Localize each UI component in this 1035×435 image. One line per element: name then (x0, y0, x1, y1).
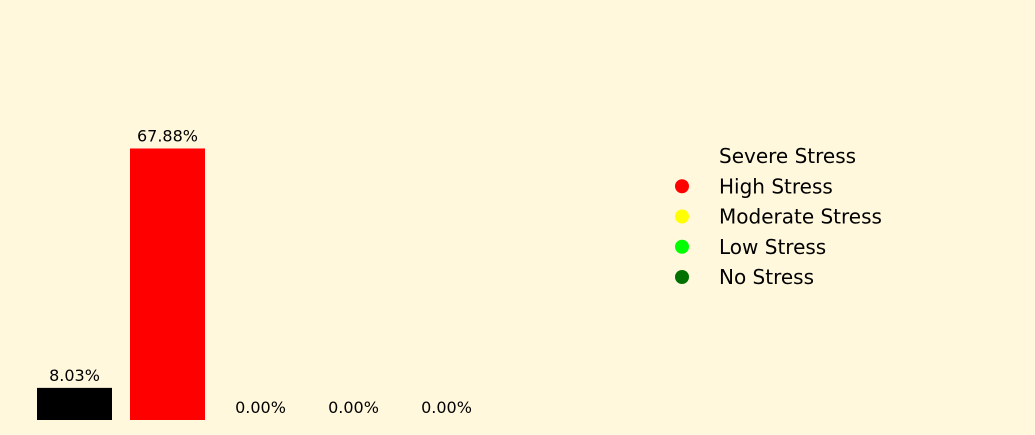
legend-marker-moderate-stress (675, 209, 689, 224)
data-labels-group: 8.03% 67.88% 0.00% 0.00% 0.00% (49, 126, 472, 417)
legend-item-no-stress: No Stress (675, 265, 814, 289)
data-label-low-stress: 0.00% (328, 398, 379, 417)
data-label-no-stress: 0.00% (421, 398, 472, 417)
data-label-moderate-stress: 0.00% (235, 398, 286, 417)
legend-marker-high-stress (675, 179, 689, 194)
bars-group (37, 148, 205, 421)
legend-marker-severe-stress (675, 149, 689, 163)
data-label-high-stress: 67.88% (137, 126, 198, 145)
bar-severe-stress (37, 387, 112, 420)
legend-label-moderate-stress: Moderate Stress (719, 205, 882, 229)
legend-marker-low-stress (675, 239, 689, 254)
legend-item-moderate-stress: Moderate Stress (675, 205, 882, 229)
data-label-severe-stress: 8.03% (49, 366, 100, 385)
legend-item-high-stress: High Stress (675, 174, 833, 198)
legend-marker-no-stress (675, 270, 689, 284)
legend-label-low-stress: Low Stress (719, 235, 826, 259)
legend-item-severe-stress: Severe Stress (675, 144, 856, 168)
legend-label-high-stress: High Stress (719, 174, 833, 198)
legend-item-low-stress: Low Stress (675, 235, 826, 259)
bar-high-stress (130, 148, 205, 421)
legend-label-no-stress: No Stress (719, 265, 814, 289)
legend-label-severe-stress: Severe Stress (719, 144, 856, 168)
legend: Severe Stress High Stress Moderate Stress L… (675, 144, 882, 289)
